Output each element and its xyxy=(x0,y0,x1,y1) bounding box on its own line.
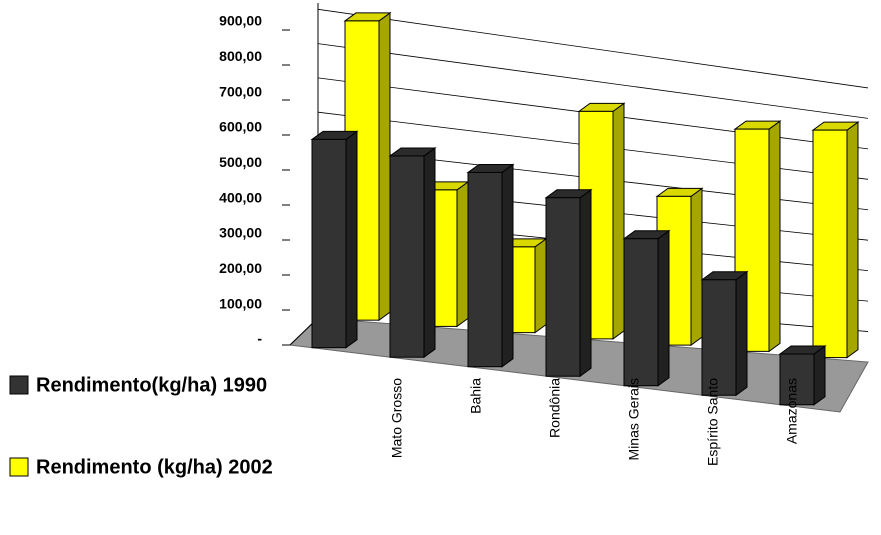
bar-side-shade xyxy=(691,188,702,346)
y-tick-label: 400,00 xyxy=(219,189,262,205)
x-tick-label: Bahia xyxy=(468,378,484,414)
legend-swatch xyxy=(9,375,29,395)
y-tick-label: - xyxy=(257,331,262,347)
bar-front xyxy=(812,129,848,359)
bar-side-shade xyxy=(814,346,825,405)
x-tick-label: Minas Gerais xyxy=(626,378,642,460)
bar-top-shade xyxy=(579,103,624,112)
bar-front xyxy=(623,238,659,387)
x-tick-label: Rondônia xyxy=(547,378,563,438)
y-tick-label: 500,00 xyxy=(219,154,262,170)
bar-top-shade xyxy=(702,271,747,280)
bar xyxy=(700,270,749,397)
x-tick-label: Mato Grosso xyxy=(389,378,405,458)
bar xyxy=(622,229,671,387)
y-tick-label: 700,00 xyxy=(219,83,262,99)
bar xyxy=(388,146,437,359)
bar xyxy=(343,11,392,322)
bar-front xyxy=(779,353,815,406)
grid-line xyxy=(317,8,869,89)
bar-side-shade xyxy=(658,230,669,386)
bar-front xyxy=(467,171,503,368)
bar xyxy=(466,163,515,368)
bar-side-shade xyxy=(580,189,591,377)
x-tick-label: Espírito Santo xyxy=(705,378,721,466)
bar xyxy=(310,130,359,349)
bar-top-shade xyxy=(624,230,669,239)
x-tick-label: Amazonas xyxy=(784,378,800,444)
bar-side-shade xyxy=(457,181,468,327)
bar-top-shade xyxy=(468,164,513,173)
bar-top-shade xyxy=(345,12,390,21)
y-tick-label: 900,00 xyxy=(219,13,262,29)
bar xyxy=(778,345,827,406)
bar-side-shade xyxy=(424,147,435,358)
bar-side-shade xyxy=(847,122,858,358)
bar-top-shade xyxy=(657,188,702,197)
y-tick-label: 300,00 xyxy=(219,225,262,241)
bar-top-shade xyxy=(390,147,435,156)
y-tick-label: 200,00 xyxy=(219,260,262,276)
bar-front xyxy=(389,155,425,358)
bar-front xyxy=(701,279,737,396)
bar xyxy=(733,120,782,353)
bar-side-shade xyxy=(379,12,390,321)
bar-top-shade xyxy=(312,131,357,140)
bar-side-shade xyxy=(346,131,357,348)
legend-label: Rendimento(kg/ha) 1990 xyxy=(36,374,267,396)
bar-front xyxy=(545,197,581,377)
y-tick-label: 800,00 xyxy=(219,48,262,64)
bar-front xyxy=(311,138,347,349)
y-tick-label: 600,00 xyxy=(219,119,262,135)
bar-side-shade xyxy=(535,238,546,333)
bar-top-shade xyxy=(780,346,825,355)
grid-line xyxy=(317,43,869,119)
bar-side-shade xyxy=(613,103,624,339)
legend-label: Rendimento (kg/ha) 2002 xyxy=(36,456,273,478)
bar-side-shade xyxy=(769,121,780,352)
bar xyxy=(811,121,860,359)
y-tick-label: 100,00 xyxy=(219,295,262,311)
bar-top-shade xyxy=(735,121,780,130)
bar-top-shade xyxy=(546,189,591,198)
bar-side-shade xyxy=(502,164,513,367)
bar xyxy=(544,188,593,378)
bar-top-shade xyxy=(813,122,858,131)
legend-swatch xyxy=(9,457,29,477)
bar-side-shade xyxy=(736,271,747,396)
